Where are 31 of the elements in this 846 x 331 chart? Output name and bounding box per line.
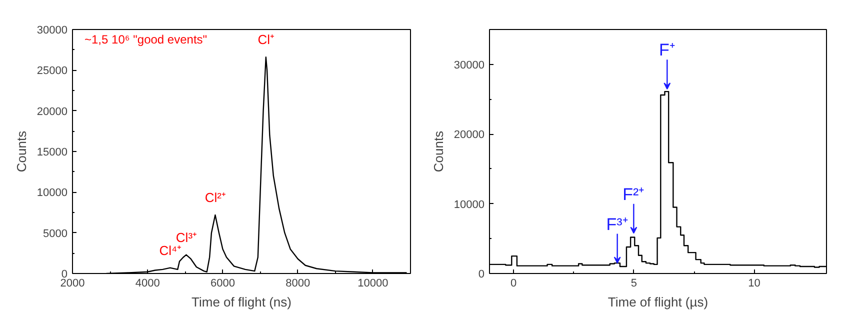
y-tick-label: 0 <box>478 268 485 280</box>
y-tick-label: 15000 <box>36 146 68 158</box>
annotation: Cl²⁺ <box>204 190 226 205</box>
x-axis-title: Time of flight (ns) <box>192 294 292 310</box>
y-tick-label: 10000 <box>36 187 68 200</box>
x-tick-label: 10000 <box>358 278 388 290</box>
y-tick-label: 0 <box>61 268 68 280</box>
y-tick-label: 20000 <box>454 129 485 142</box>
annotation: Cl⁴⁺ <box>159 242 182 258</box>
annotation: F³⁺ <box>606 214 628 234</box>
annotation: F²⁺ <box>622 184 645 204</box>
y-tick-label: 30000 <box>454 59 485 72</box>
x-tick-label: 5 <box>630 278 637 290</box>
x-tick-label: 4000 <box>135 278 160 290</box>
x-axis-title: Time of flight (µs) <box>608 294 708 310</box>
y-axis-title: Counts <box>430 130 446 172</box>
x-tick-label: 10 <box>748 278 760 290</box>
annotation: ~1,5 10⁶ "good events" <box>84 32 208 46</box>
x-tick-label: 2000 <box>60 278 85 290</box>
y-tick-label: 5000 <box>43 228 68 240</box>
annotation: Cl⁺ <box>258 32 274 48</box>
y-tick-label: 20000 <box>36 106 68 118</box>
y-axis-title: Counts <box>14 130 29 172</box>
annotation: Cl³⁺ <box>176 230 197 245</box>
x-tick-label: 6000 <box>210 278 235 290</box>
x-tick-label: 8000 <box>286 278 310 290</box>
annotation: F⁺ <box>658 40 676 60</box>
y-tick-label: 10000 <box>454 198 485 211</box>
y-tick-label: 30000 <box>36 24 68 36</box>
x-tick-label: 0 <box>510 278 517 290</box>
y-tick-label: 25000 <box>36 65 68 78</box>
